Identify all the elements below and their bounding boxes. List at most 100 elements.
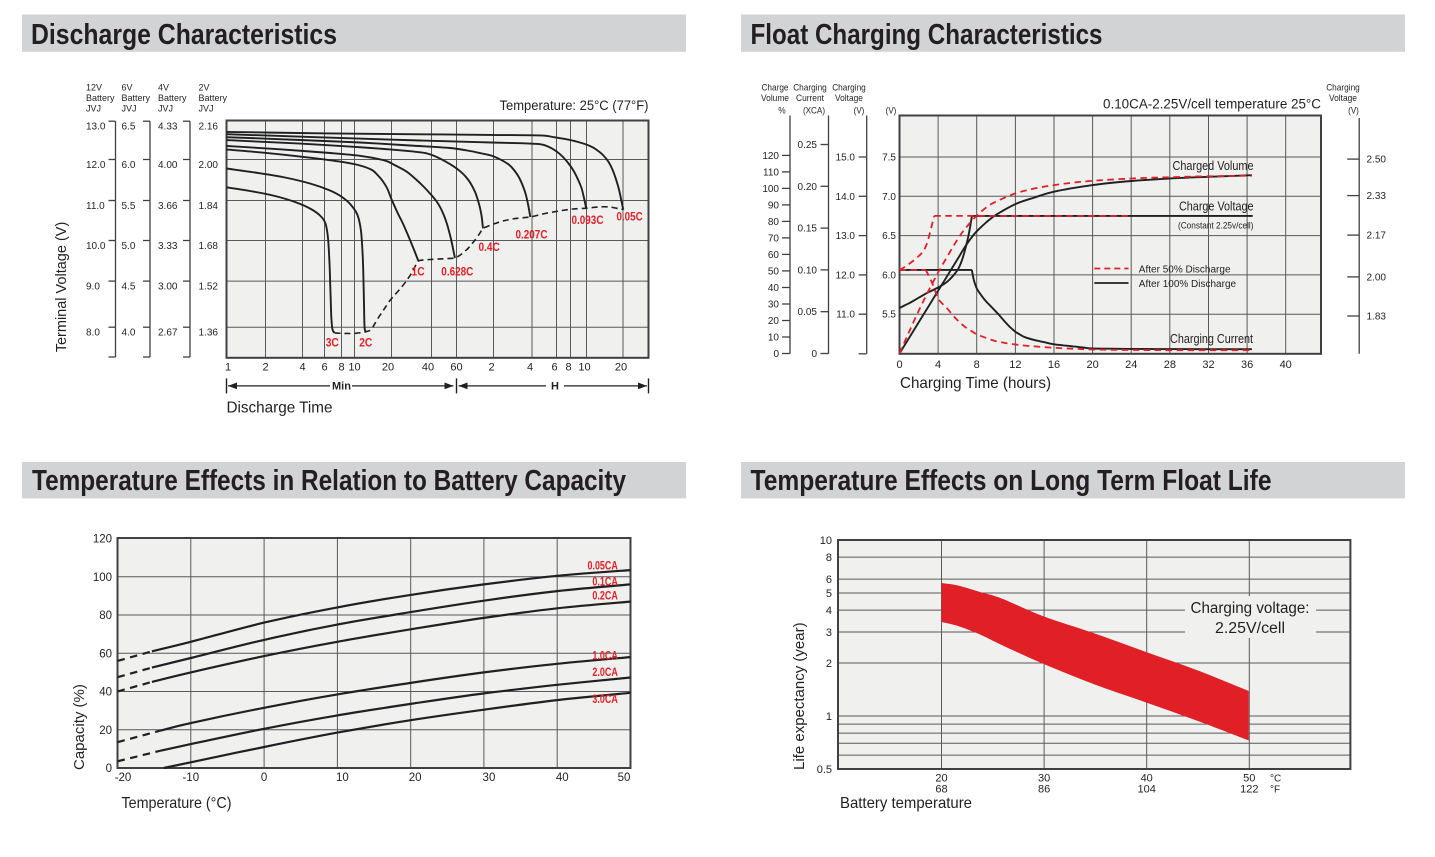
svg-text:8: 8 [338, 362, 344, 374]
svg-text:(V): (V) [886, 106, 897, 117]
svg-text:20: 20 [768, 316, 780, 327]
svg-text:0: 0 [811, 349, 817, 360]
svg-text:4V: 4V [158, 83, 169, 93]
svg-text:°F: °F [1270, 785, 1280, 796]
svg-text:Temperature Effects on Long Te: Temperature Effects on Long Term Float L… [751, 465, 1272, 497]
svg-text:JVJ: JVJ [86, 104, 101, 114]
svg-text:11.0: 11.0 [836, 310, 855, 321]
svg-text:0.2CA: 0.2CA [592, 591, 617, 603]
svg-text:3.33: 3.33 [158, 241, 178, 252]
svg-text:20: 20 [615, 362, 627, 374]
svg-text:Min: Min [332, 381, 351, 393]
svg-text:6.5: 6.5 [122, 122, 136, 133]
svg-text:5.5: 5.5 [122, 201, 136, 212]
svg-text:1.68: 1.68 [199, 241, 219, 252]
svg-text:1: 1 [225, 362, 231, 374]
svg-text:120: 120 [93, 534, 112, 546]
svg-text:10: 10 [578, 362, 590, 374]
svg-text:70: 70 [768, 233, 780, 244]
svg-text:Charge Voltage: Charge Voltage [1179, 200, 1254, 214]
svg-text:24: 24 [1125, 359, 1137, 371]
svg-text:120: 120 [762, 151, 779, 162]
svg-text:4: 4 [527, 362, 533, 374]
svg-text:Volume: Volume [761, 93, 789, 104]
svg-text:1.0CA: 1.0CA [592, 651, 617, 663]
svg-text:6.5: 6.5 [882, 231, 896, 242]
svg-text:Battery: Battery [199, 93, 228, 103]
svg-text:8: 8 [826, 552, 832, 564]
svg-text:30: 30 [1038, 773, 1050, 785]
svg-text:Voltage: Voltage [835, 93, 863, 104]
svg-text:1: 1 [826, 711, 832, 723]
svg-text:20: 20 [382, 362, 394, 374]
svg-text:Voltage: Voltage [1329, 93, 1357, 104]
svg-text:20: 20 [409, 772, 422, 784]
svg-text:50: 50 [1243, 773, 1255, 785]
svg-text:Charging: Charging [832, 83, 866, 94]
svg-text:Charging: Charging [793, 83, 827, 94]
svg-text:°C: °C [1270, 774, 1281, 785]
svg-text:40: 40 [768, 283, 780, 294]
svg-text:0: 0 [896, 359, 902, 371]
svg-text:4: 4 [299, 362, 305, 374]
svg-text:2: 2 [488, 362, 494, 374]
svg-text:Temperature: 25°C (77°F): Temperature: 25°C (77°F) [500, 98, 649, 113]
svg-text:6.0: 6.0 [122, 160, 136, 171]
svg-text:13.0: 13.0 [86, 122, 106, 133]
svg-text:80: 80 [99, 610, 112, 622]
svg-text:0.05CA: 0.05CA [588, 561, 618, 573]
svg-text:0.4C: 0.4C [479, 240, 501, 254]
svg-text:JVJ: JVJ [122, 104, 137, 114]
svg-text:100: 100 [93, 572, 112, 584]
svg-text:4.0: 4.0 [122, 328, 136, 339]
svg-text:4: 4 [935, 359, 941, 371]
svg-text:2V: 2V [199, 83, 210, 93]
svg-text:0.05C: 0.05C [617, 210, 643, 224]
svg-text:2.16: 2.16 [199, 122, 219, 133]
svg-text:(V): (V) [1348, 106, 1359, 117]
svg-text:H: H [551, 381, 559, 393]
svg-text:1.36: 1.36 [199, 328, 219, 339]
svg-text:2.25V/cell: 2.25V/cell [1215, 620, 1285, 637]
svg-text:40: 40 [99, 687, 112, 699]
svg-text:Charging: Charging [1326, 83, 1360, 94]
svg-text:Battery: Battery [122, 93, 151, 103]
svg-text:3.0CA: 3.0CA [592, 694, 617, 706]
svg-text:7.0: 7.0 [882, 192, 896, 203]
svg-text:10: 10 [336, 772, 349, 784]
svg-text:36: 36 [1241, 359, 1253, 371]
svg-text:68: 68 [935, 784, 947, 796]
svg-text:Charging Current: Charging Current [1170, 332, 1253, 346]
svg-text:122: 122 [1240, 784, 1258, 796]
svg-text:0.628C: 0.628C [441, 265, 473, 279]
svg-text:20: 20 [935, 773, 947, 785]
svg-text:30: 30 [483, 772, 496, 784]
svg-text:86: 86 [1038, 784, 1050, 796]
svg-text:1.52: 1.52 [199, 282, 219, 293]
svg-text:Float Charging Characteristics: Float Charging Characteristics [751, 19, 1103, 51]
svg-text:%: % [778, 106, 786, 117]
svg-text:0: 0 [106, 763, 112, 775]
svg-text:Capacity (%): Capacity (%) [71, 684, 88, 770]
svg-text:Discharge Time: Discharge Time [227, 400, 333, 417]
svg-text:3.66: 3.66 [158, 201, 178, 212]
svg-text:28: 28 [1164, 359, 1176, 371]
svg-text:16: 16 [1048, 359, 1060, 371]
svg-text:20: 20 [99, 725, 112, 737]
svg-text:0: 0 [261, 772, 267, 784]
svg-text:80: 80 [768, 217, 780, 228]
svg-text:0.093C: 0.093C [572, 213, 604, 227]
svg-text:4.33: 4.33 [158, 122, 178, 133]
svg-text:1.84: 1.84 [199, 201, 219, 212]
svg-text:0.10: 0.10 [798, 265, 818, 276]
svg-text:(V): (V) [854, 106, 865, 117]
svg-text:Charging Time (hours): Charging Time (hours) [900, 375, 1051, 392]
svg-text:4.5: 4.5 [122, 282, 136, 293]
svg-text:Temperature (°C): Temperature (°C) [122, 795, 232, 812]
svg-text:(Constant 2.25v/cell): (Constant 2.25v/cell) [1178, 220, 1254, 231]
svg-text:Battery temperature: Battery temperature [840, 795, 972, 812]
svg-text:3.00: 3.00 [158, 282, 178, 293]
svg-text:60: 60 [450, 362, 462, 374]
svg-text:Terminal Voltage (V): Terminal Voltage (V) [54, 222, 70, 353]
svg-text:After 50% Discharge: After 50% Discharge [1139, 265, 1231, 276]
